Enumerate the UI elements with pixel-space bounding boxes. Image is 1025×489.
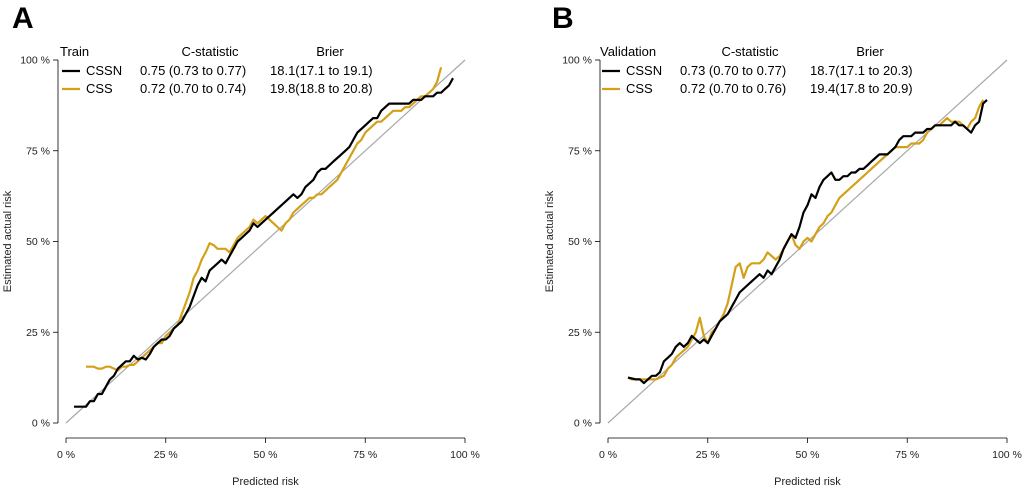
legend-brier-value: 18.7(17.1 to 20.3) [810, 63, 913, 78]
y-tick-label: 25 % [26, 327, 50, 339]
x-tick-label: 50 % [254, 449, 278, 461]
panel-letter: B [552, 2, 574, 35]
legend-c-statistic-value: 0.73 (0.70 to 0.77) [680, 63, 786, 78]
panel-b: B 0 % 25 % 50 % 75 % 100 % 0 % 25 % 50 % 75 % 100 … [544, 2, 1022, 488]
series-line-css [627, 99, 985, 381]
reference-diagonal [65, 59, 466, 424]
legend-col-header-brier: Brier [856, 44, 884, 59]
legend-series-name: CSSN [86, 63, 122, 78]
reference-diagonal [607, 59, 1008, 424]
y-tick-label: 25 % [568, 327, 592, 339]
x-axis-title: Predicted risk [774, 476, 841, 488]
y-tick-label: 0 % [32, 418, 50, 430]
legend-col-header-brier: Brier [316, 44, 344, 59]
y-tick-label: 50 % [568, 236, 592, 248]
y-axis-title: Estimated actual risk [544, 190, 556, 292]
legend-col-header-c-statistic: C-statistic [721, 44, 779, 59]
x-axis-title: Predicted risk [232, 476, 299, 488]
y-tick-label: 100 % [562, 55, 592, 67]
legend-c-statistic-value: 0.72 (0.70 to 0.74) [140, 81, 246, 96]
panel-letter: A [12, 2, 34, 35]
x-tick-label: 0 % [599, 449, 617, 461]
x-tick-label: 75 % [353, 449, 377, 461]
y-tick-label: 50 % [26, 236, 50, 248]
x-tick-label: 25 % [696, 449, 720, 461]
legend-series-name: CSS [626, 81, 653, 96]
legend-col-header-c-statistic: C-statistic [181, 44, 239, 59]
series-line-css [86, 67, 443, 372]
y-tick-label: 75 % [568, 145, 592, 157]
legend-c-statistic-value: 0.75 (0.73 to 0.77) [140, 63, 246, 78]
y-tick-label: 0 % [574, 418, 592, 430]
legend-brier-value: 19.4(17.8 to 20.9) [810, 81, 913, 96]
y-tick-label: 100 % [20, 55, 50, 67]
legend-series-name: CSS [86, 81, 113, 96]
x-tick-label: 100 % [992, 449, 1022, 461]
y-axis-title: Estimated actual risk [2, 190, 14, 292]
panel-a: A 0 % 25 % 50 % 75 % 100 % 0 % 25 % 50 % 75 % 100 … [2, 2, 480, 488]
legend-title: Validation [600, 44, 656, 59]
y-tick-label: 75 % [26, 145, 50, 157]
series-line-cssn [74, 77, 454, 408]
x-tick-label: 100 % [450, 449, 480, 461]
series-line-cssn [627, 99, 988, 385]
legend-c-statistic-value: 0.72 (0.70 to 0.76) [680, 81, 786, 96]
legend-title: Train [60, 44, 89, 59]
legend-brier-value: 18.1(17.1 to 19.1) [270, 63, 373, 78]
x-tick-label: 0 % [57, 449, 75, 461]
x-tick-label: 50 % [796, 449, 820, 461]
legend-brier-value: 19.8(18.8 to 20.8) [270, 81, 373, 96]
x-tick-label: 25 % [154, 449, 178, 461]
x-tick-label: 75 % [895, 449, 919, 461]
legend-series-name: CSSN [626, 63, 662, 78]
